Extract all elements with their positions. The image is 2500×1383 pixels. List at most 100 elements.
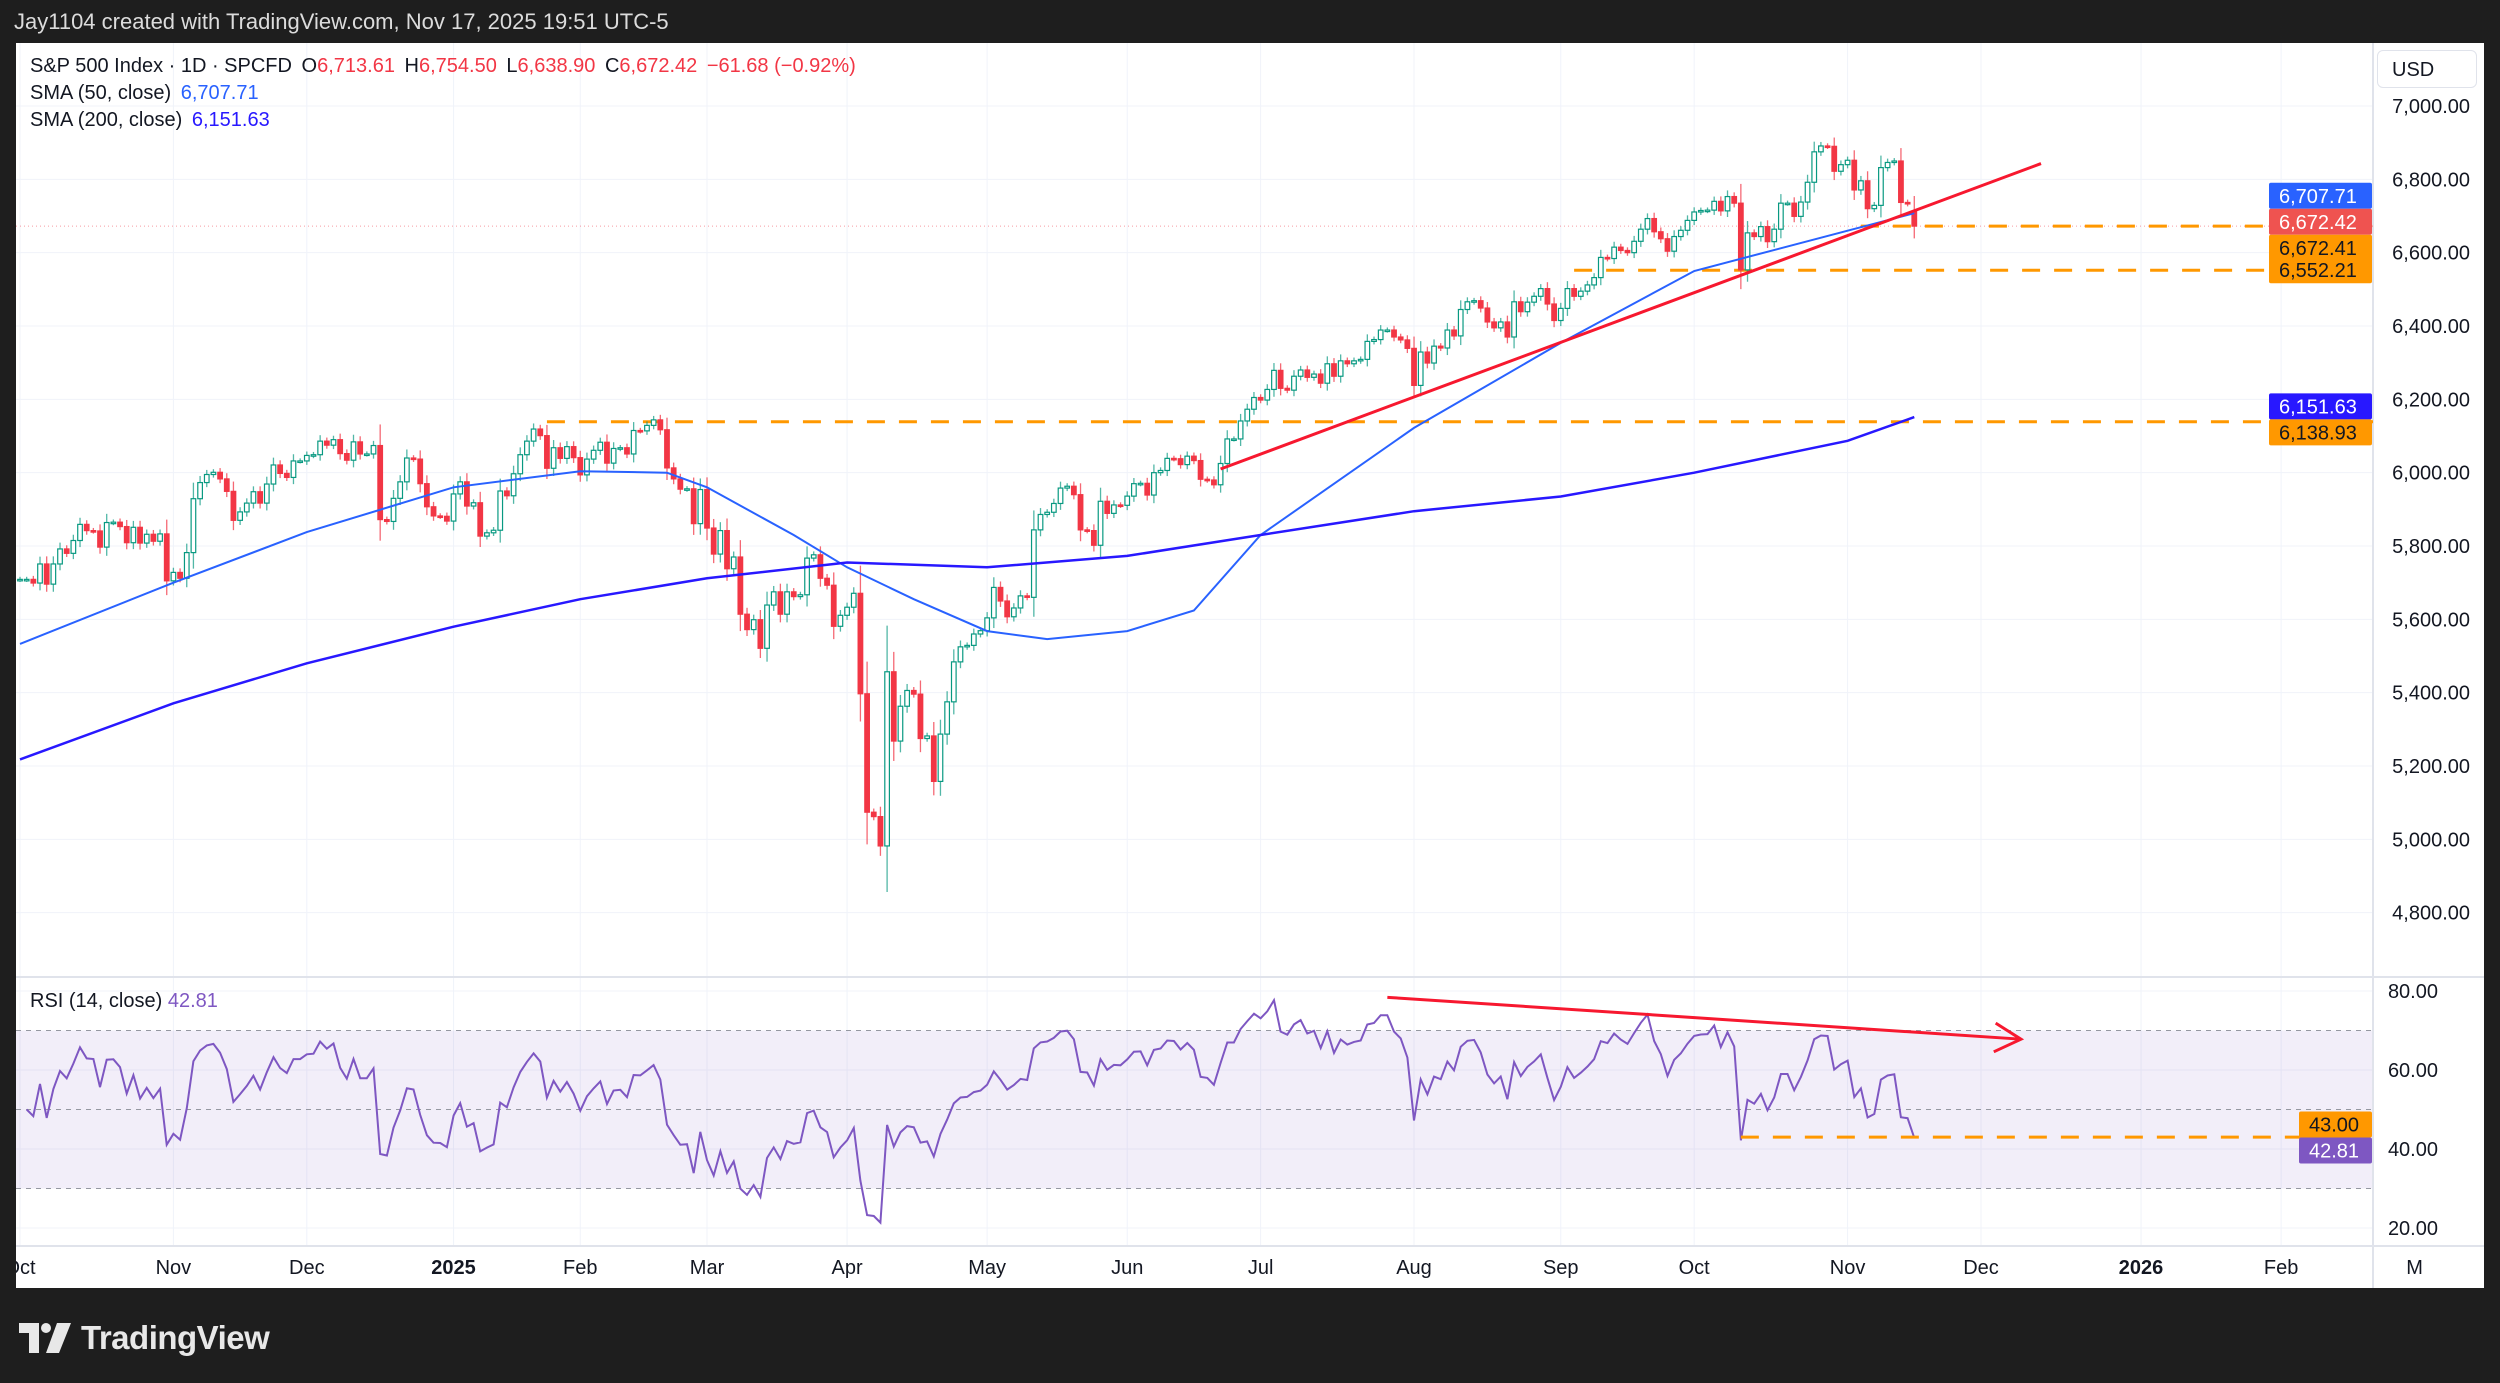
candle-up <box>1237 420 1244 440</box>
axis-value-label-bg <box>2269 182 2372 209</box>
candle-up <box>1130 483 1137 497</box>
candle-up <box>1577 290 1584 297</box>
candle-up <box>1691 211 1698 222</box>
candle-up <box>1471 300 1477 303</box>
candle-down <box>670 467 677 480</box>
sma50-legend[interactable]: SMA (50, close) 6,707.71 <box>30 80 856 107</box>
candle-up <box>1597 256 1604 279</box>
axis-value-label-bg <box>2269 419 2372 446</box>
candle-up <box>644 424 650 432</box>
candle-up <box>197 481 203 500</box>
sma50-value: 6,707.71 <box>180 82 259 104</box>
candle-down <box>1004 600 1011 618</box>
symbol-legend[interactable]: S&P 500 Index · 1D · SPCFD O6,713.61 H6,… <box>30 53 856 80</box>
axis-value-label: 6,672.41 <box>2279 238 2357 260</box>
candle-down <box>1764 226 1771 243</box>
candle-up <box>784 591 790 615</box>
candle-up <box>717 530 724 555</box>
candle-up <box>210 471 217 476</box>
candle-down <box>790 591 797 598</box>
candle-up <box>1784 202 1791 206</box>
candle-up <box>1044 511 1051 516</box>
candle-down <box>90 530 97 533</box>
sma200-legend[interactable]: SMA (200, close) 6,151.63 <box>30 107 856 134</box>
time-tick-label: Aug <box>1396 1257 1432 1279</box>
candle-down <box>1090 530 1097 546</box>
candle-up <box>1584 284 1591 292</box>
candle-up <box>530 428 537 442</box>
candle-down <box>323 440 330 446</box>
candle-up <box>1371 338 1377 343</box>
candle-down <box>1824 145 1831 149</box>
candle-up <box>1064 485 1071 489</box>
candle-up <box>130 526 137 544</box>
candle-down <box>1651 217 1658 233</box>
candle-up <box>403 457 410 483</box>
time-tick-label: Feb <box>2264 1257 2298 1279</box>
price-tick-label: 5,600.00 <box>2392 609 2470 631</box>
candle-up <box>1364 340 1371 360</box>
time-tick-label: Dec <box>289 1257 325 1279</box>
candle-down <box>257 491 264 504</box>
candle-down <box>1491 321 1497 329</box>
time-tick-label: Nov <box>156 1257 192 1279</box>
candle-up <box>1271 369 1277 391</box>
candle-up <box>1037 513 1044 531</box>
candle-down <box>1517 301 1524 313</box>
candle-up <box>363 453 370 457</box>
candle-up <box>1150 472 1157 496</box>
candle-down <box>443 515 450 522</box>
candle-down <box>1571 288 1578 297</box>
candle-down <box>277 464 284 475</box>
candle-up <box>1231 438 1237 442</box>
candle-up <box>950 661 957 703</box>
rsi-trendline <box>1387 995 2022 1041</box>
chart-canvas[interactable]: 4,800.00 5,000.00 5,200.00 5,400.00 5,600.00… <box>16 43 2484 1288</box>
candle-down <box>430 506 437 517</box>
candle-up <box>1537 288 1544 297</box>
axis-value-label-bg <box>2299 1137 2372 1164</box>
candle-down <box>1104 500 1111 514</box>
candle-up <box>203 473 210 484</box>
candle-up <box>157 533 163 542</box>
axis-value-label: 43.00 <box>2309 1115 2359 1137</box>
candle-up <box>270 464 277 485</box>
candle-up <box>630 429 637 455</box>
price-tick-label: 5,800.00 <box>2392 536 2470 558</box>
candle-up <box>1431 345 1437 364</box>
sma200-label: SMA (200, close) <box>30 109 183 131</box>
candle-up <box>1057 487 1064 505</box>
tradingview-brand[interactable]: TradingView <box>19 1318 270 1358</box>
candle-up <box>750 619 757 631</box>
candle-down <box>410 457 417 461</box>
candle-up <box>1164 457 1171 472</box>
candle-down <box>1437 345 1444 349</box>
chart-panel[interactable]: 4,800.00 5,000.00 5,200.00 5,400.00 5,600.00… <box>16 43 2484 1288</box>
rsi-legend[interactable]: RSI (14, close) 42.81 <box>30 990 218 1013</box>
price-tick-label: 5,400.00 <box>2392 683 2470 705</box>
candle-up <box>1351 360 1357 365</box>
time-tick-label: Oct <box>16 1257 36 1279</box>
candle-up <box>103 521 110 548</box>
time-tick-label: Jun <box>1111 1257 1143 1279</box>
candle-down <box>150 533 157 542</box>
price-tick-label: 5,000.00 <box>2392 829 2470 851</box>
close-label: C <box>604 55 620 77</box>
currency-button[interactable]: USD <box>2377 50 2477 88</box>
candle-down <box>1070 485 1077 496</box>
candle-down <box>1411 347 1417 387</box>
candle-down <box>737 556 744 615</box>
candle-down <box>1404 339 1411 349</box>
sma50-line <box>19 212 1915 645</box>
candle-up <box>1357 358 1364 362</box>
candle-down <box>890 671 897 742</box>
candle-up <box>1844 159 1851 166</box>
candle-up <box>1757 226 1764 238</box>
candle-down <box>377 444 384 521</box>
candle-down <box>710 527 717 555</box>
candle-down <box>704 488 710 529</box>
candle-up <box>650 419 657 426</box>
candle-down <box>917 693 924 740</box>
time-tick-label: Nov <box>1830 1257 1866 1279</box>
candle-up <box>517 454 524 475</box>
